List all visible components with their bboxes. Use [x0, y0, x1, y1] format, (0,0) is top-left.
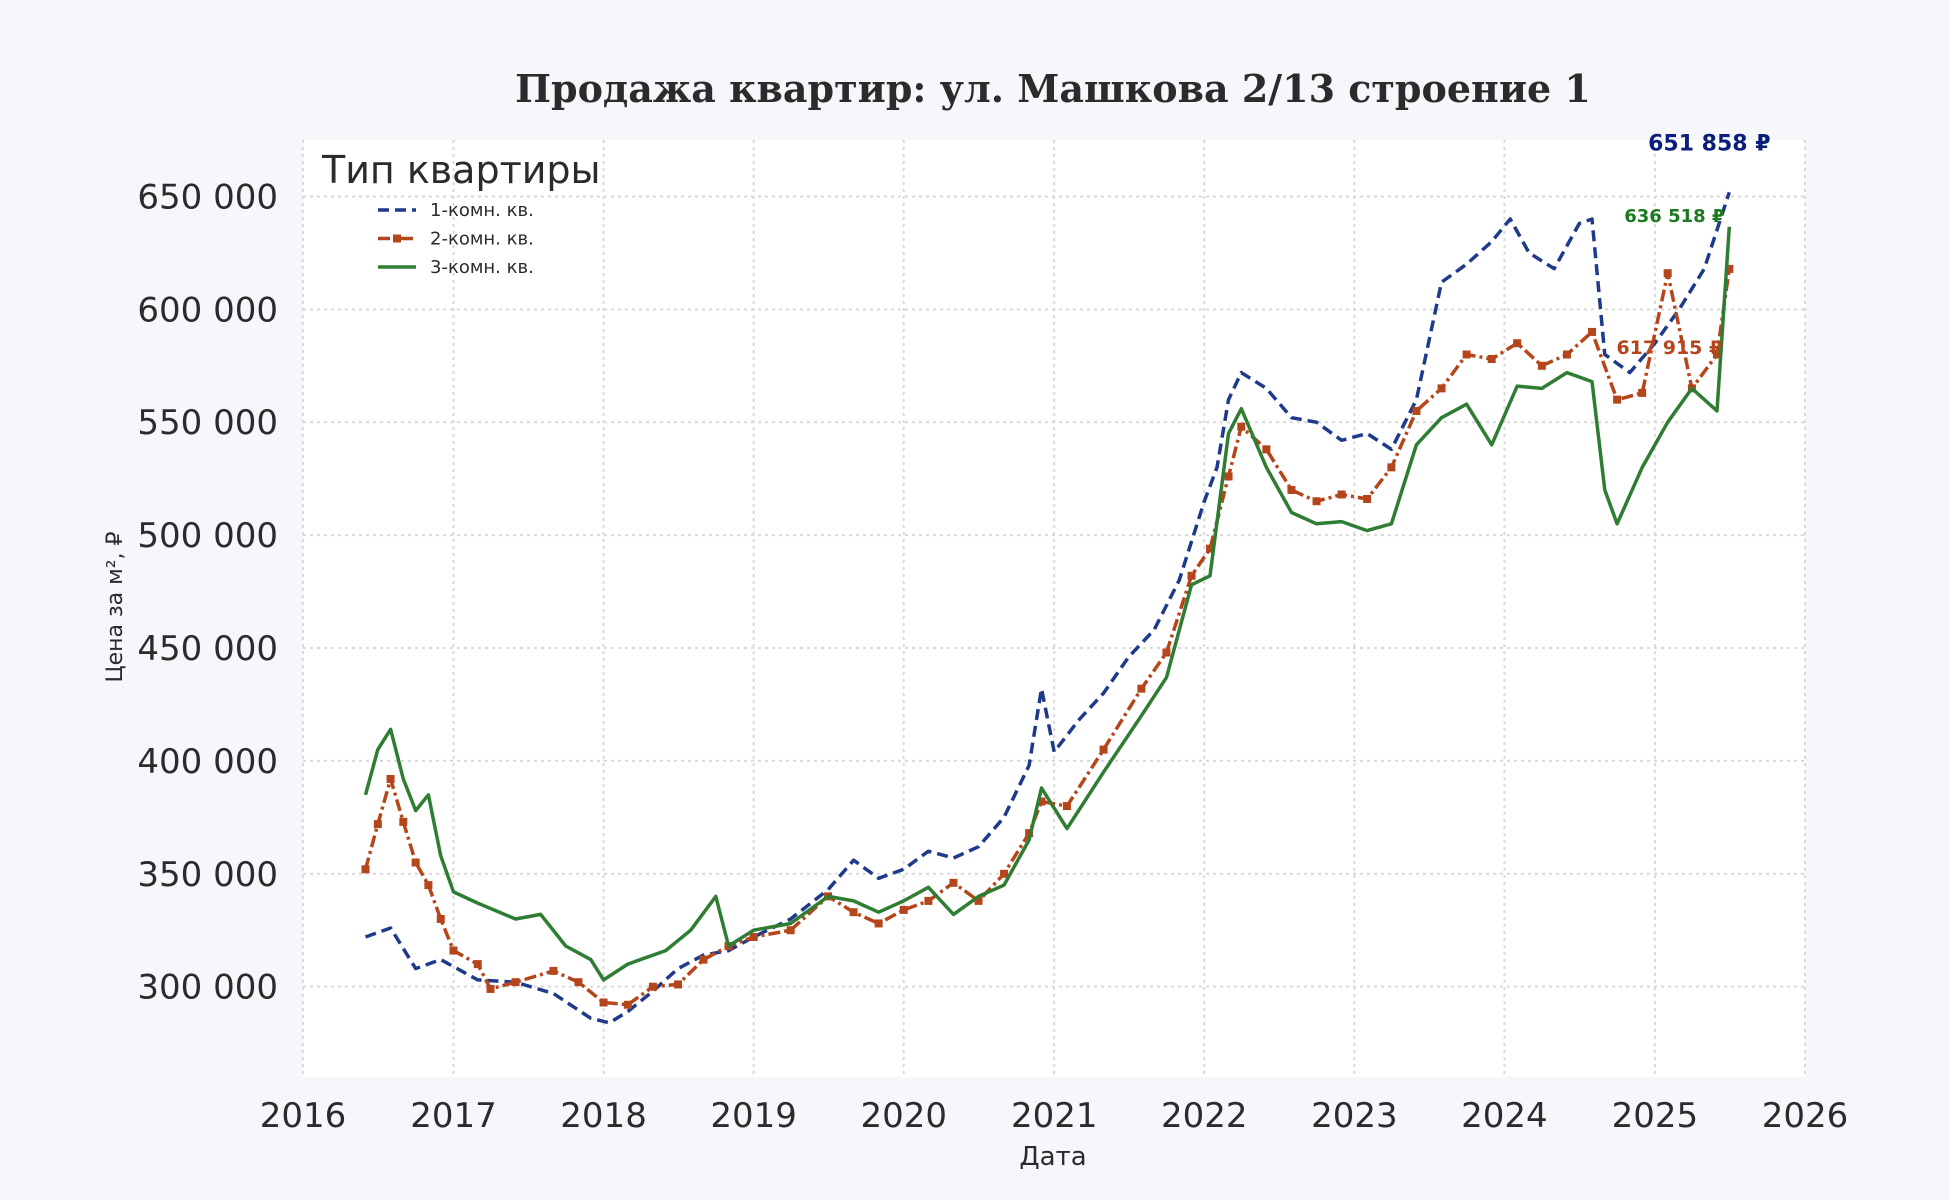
series-marker — [1487, 355, 1496, 364]
series-marker — [673, 980, 682, 989]
end-label-3: 636 518 ₽ — [1624, 206, 1724, 227]
x-tick-label: 2021 — [1011, 1096, 1098, 1136]
series-marker — [1099, 745, 1108, 754]
series-marker — [473, 960, 482, 969]
series-marker — [623, 1000, 632, 1009]
series-marker — [399, 817, 408, 826]
series-marker — [1162, 648, 1171, 657]
y-tick-label: 600 000 — [137, 290, 278, 330]
series-marker — [699, 955, 708, 964]
y-tick-label: 300 000 — [137, 968, 278, 1008]
series-marker — [1062, 802, 1071, 811]
series-marker — [424, 881, 433, 890]
grid — [302, 140, 1806, 1077]
x-axis-label: Дата — [1019, 1142, 1086, 1172]
series-marker — [949, 878, 958, 887]
series-marker — [386, 774, 395, 783]
series-marker — [1613, 395, 1622, 404]
chart-title: Продажа квартир: ул. Машкова 2/13 строен… — [515, 66, 1591, 111]
x-tick-label: 2023 — [1311, 1096, 1398, 1136]
series-marker — [1312, 497, 1321, 506]
legend: Тип квартиры 1-комн. кв. 2-комн. кв. 3-ком… — [321, 148, 601, 278]
x-tick-label: 2016 — [260, 1096, 347, 1136]
series-marker — [411, 858, 420, 867]
x-tick-label: 2025 — [1612, 1096, 1699, 1136]
series-marker — [361, 865, 370, 874]
x-tick-labels: 2016 2017 2018 2019 2020 2021 2022 2023 2024 2025… — [260, 1096, 1849, 1136]
series-marker — [1412, 406, 1421, 415]
y-tick-label: 650 000 — [137, 177, 278, 217]
series-marker — [924, 896, 933, 905]
legend-items: 1-комн. кв. 2-комн. кв. 3-комн. кв. — [378, 200, 534, 278]
series-marker — [373, 820, 382, 829]
series-layer — [361, 191, 1734, 1025]
series-marker — [1037, 797, 1046, 806]
y-tick-label: 550 000 — [137, 403, 278, 443]
series-marker — [1725, 264, 1734, 273]
series-marker — [1224, 472, 1233, 481]
series-marker — [1187, 571, 1196, 580]
y-tick-labels: 300 000 350 000 400 000 450 000 500 000 550 0… — [137, 177, 278, 1007]
series-marker — [486, 984, 495, 993]
series-marker — [1537, 361, 1546, 370]
legend-title: Тип квартиры — [321, 148, 601, 192]
x-tick-label: 2019 — [710, 1096, 797, 1136]
series-marker — [549, 966, 558, 975]
series-marker — [1237, 422, 1246, 431]
x-tick-label: 2018 — [560, 1096, 647, 1136]
y-axis-label: Цена за м², ₽ — [103, 531, 128, 682]
y-tick-label: 350 000 — [137, 855, 278, 895]
series-marker — [1713, 350, 1722, 359]
y-tick-label: 500 000 — [137, 516, 278, 556]
series-marker — [974, 896, 983, 905]
series-marker — [1562, 350, 1571, 359]
end-labels: 651 858 ₽ 617 915 ₽ 636 518 ₽ — [1616, 131, 1770, 359]
series-line-3 — [363, 226, 1732, 982]
legend-label-3: 3-комн. кв. — [430, 257, 534, 278]
series-marker — [1262, 445, 1271, 454]
series-marker — [1000, 869, 1009, 878]
series-marker — [1513, 339, 1522, 348]
y-tick-label: 450 000 — [137, 629, 278, 669]
x-tick-label: 2017 — [410, 1096, 497, 1136]
legend-label-2: 2-комн. кв. — [430, 229, 534, 250]
x-tick-label: 2020 — [860, 1096, 947, 1136]
series-marker — [599, 998, 608, 1007]
series-marker — [1638, 388, 1647, 397]
series-marker — [648, 982, 657, 991]
series-marker — [1363, 494, 1372, 503]
x-tick-label: 2022 — [1161, 1096, 1248, 1136]
series-marker — [449, 946, 458, 955]
series-marker — [1437, 384, 1446, 393]
series-marker — [1206, 544, 1215, 553]
series-marker — [574, 978, 583, 987]
series-marker — [1462, 350, 1471, 359]
series-marker — [899, 905, 908, 914]
x-tick-label: 2026 — [1762, 1096, 1849, 1136]
legend-label-1: 1-комн. кв. — [430, 200, 534, 221]
series-marker — [749, 933, 758, 942]
series-marker — [1137, 684, 1146, 693]
series-marker — [1287, 485, 1296, 494]
end-label-1: 651 858 ₽ — [1648, 131, 1770, 156]
end-label-2: 617 915 ₽ — [1616, 337, 1722, 359]
series-marker — [1337, 490, 1346, 499]
y-tick-label: 400 000 — [137, 742, 278, 782]
series-marker — [1663, 269, 1672, 278]
series-marker — [1387, 463, 1396, 472]
series-marker — [786, 926, 795, 935]
series-marker — [849, 908, 858, 917]
series-marker — [511, 978, 520, 987]
series-line-1 — [364, 191, 1731, 1025]
x-tick-label: 2024 — [1461, 1096, 1548, 1136]
series-marker — [1588, 327, 1597, 336]
series-marker — [874, 919, 883, 928]
legend-marker — [393, 234, 401, 243]
series-marker — [436, 914, 445, 923]
